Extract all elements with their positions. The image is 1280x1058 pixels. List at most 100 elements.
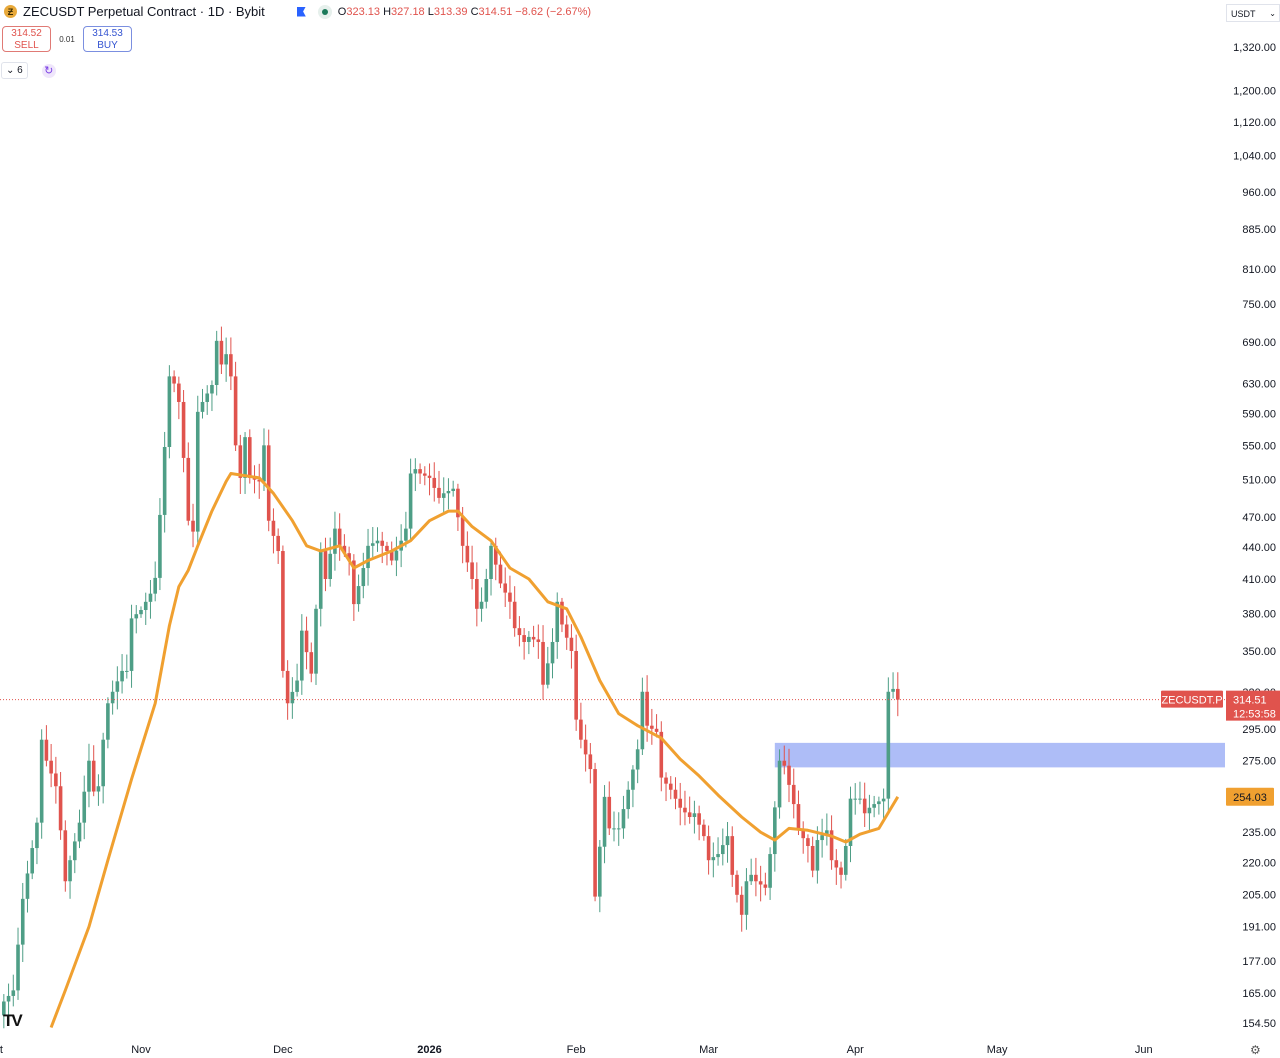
candle: [285, 660, 290, 720]
candle-body: [110, 691, 115, 704]
candle-body: [640, 691, 645, 750]
candle-body: [517, 628, 522, 636]
candle-body: [791, 784, 796, 805]
candle-body: [200, 401, 205, 412]
candle: [134, 605, 139, 634]
candle-body: [314, 608, 318, 674]
candle-body: [536, 639, 541, 642]
candle-body: [541, 641, 545, 685]
candle: [777, 749, 782, 819]
sell-button[interactable]: 314.52 SELL: [2, 26, 51, 52]
time-axis[interactable]: Oct Nov Dec 2026 Feb Mar Apr May Jun: [0, 1044, 1153, 1056]
ma-value-tag: [1226, 787, 1274, 806]
candle-body: [843, 845, 848, 875]
chart-legend: Ƶ ZECUSDT Perpetual Contract · 1D · Bybi…: [4, 4, 591, 19]
candle: [791, 768, 796, 819]
candle: [706, 825, 711, 875]
candle: [867, 794, 872, 831]
candle-body: [385, 545, 389, 552]
candle: [158, 498, 162, 591]
candle-body: [545, 663, 550, 685]
price-tick-label: 275.00: [1242, 756, 1276, 768]
candle: [432, 462, 437, 502]
candle-body: [423, 473, 427, 476]
symbol-title[interactable]: ZECUSDT Perpetual Contract · 1D · Bybit: [23, 4, 265, 19]
candle: [834, 849, 839, 885]
candle: [479, 587, 484, 622]
candle: [687, 796, 692, 824]
candle: [810, 836, 815, 878]
candle: [531, 625, 536, 648]
candle: [238, 434, 243, 494]
candle: [555, 592, 560, 659]
tradingview-logo[interactable]: TV: [3, 1011, 23, 1030]
candle-body: [252, 477, 257, 480]
candle: [517, 616, 522, 647]
candle: [475, 562, 479, 627]
candle-body: [550, 641, 555, 664]
candle: [806, 834, 810, 863]
candle: [612, 811, 616, 842]
candle: [16, 927, 20, 1000]
candle: [858, 781, 862, 805]
candle-body: [139, 609, 143, 615]
candle-body: [115, 681, 120, 692]
candle: [593, 762, 597, 902]
candle: [195, 395, 200, 549]
candle-body: [664, 777, 668, 784]
candle-body: [96, 786, 101, 792]
candle-body: [607, 796, 612, 829]
candle-body: [162, 446, 167, 515]
candle: [129, 604, 134, 688]
candle-body: [645, 691, 649, 726]
candle: [148, 580, 153, 619]
candle: [877, 796, 881, 815]
candle: [181, 390, 186, 473]
last-price-tag: [1226, 690, 1280, 721]
candle-body: [304, 630, 309, 653]
candle-body: [508, 592, 512, 602]
candle-body: [2, 1001, 6, 1016]
candle-body: [626, 789, 630, 810]
candle-body: [404, 528, 408, 541]
candle-body: [493, 545, 498, 565]
candle: [853, 783, 858, 815]
candle: [370, 527, 375, 558]
candle: [11, 974, 16, 1007]
settings-icon[interactable]: ⚙: [1250, 1043, 1261, 1057]
candle: [309, 642, 314, 683]
flag-icon[interactable]: [296, 6, 306, 17]
candle-body: [853, 798, 858, 800]
candle: [356, 574, 361, 612]
candle-body: [612, 828, 616, 830]
candle: [522, 627, 526, 660]
candle-body: [148, 593, 153, 602]
sync-icon[interactable]: ↻: [41, 63, 56, 78]
price-tick-label: 885.00: [1242, 224, 1276, 236]
candle-body: [285, 670, 290, 704]
candle-body: [787, 765, 791, 785]
candle: [489, 541, 493, 596]
candle: [650, 708, 654, 745]
candle: [659, 721, 664, 792]
candle-body: [318, 551, 323, 609]
buy-button[interactable]: 314.53 BUY: [83, 26, 132, 52]
candle-body: [446, 490, 451, 494]
candle-body: [867, 807, 872, 814]
price-axis[interactable]: 1,320.00 1,200.00 1,120.00 1,040.00 960.00 88…: [1233, 42, 1276, 1030]
candle: [68, 855, 72, 899]
candle-body: [725, 836, 730, 846]
indicators-toggle[interactable]: ⌄ 6: [1, 62, 28, 79]
candle: [801, 821, 805, 854]
candle: [579, 702, 583, 749]
candle-body: [754, 874, 758, 882]
candle: [172, 370, 176, 393]
candle: [787, 748, 791, 803]
candle-body: [39, 739, 44, 823]
candle: [337, 513, 342, 561]
symbol-tag-label: ZECUSDT.P: [1161, 695, 1222, 707]
candle: [177, 376, 181, 420]
currency-select[interactable]: USDT ⌄: [1226, 4, 1280, 22]
candle-body: [522, 635, 526, 642]
